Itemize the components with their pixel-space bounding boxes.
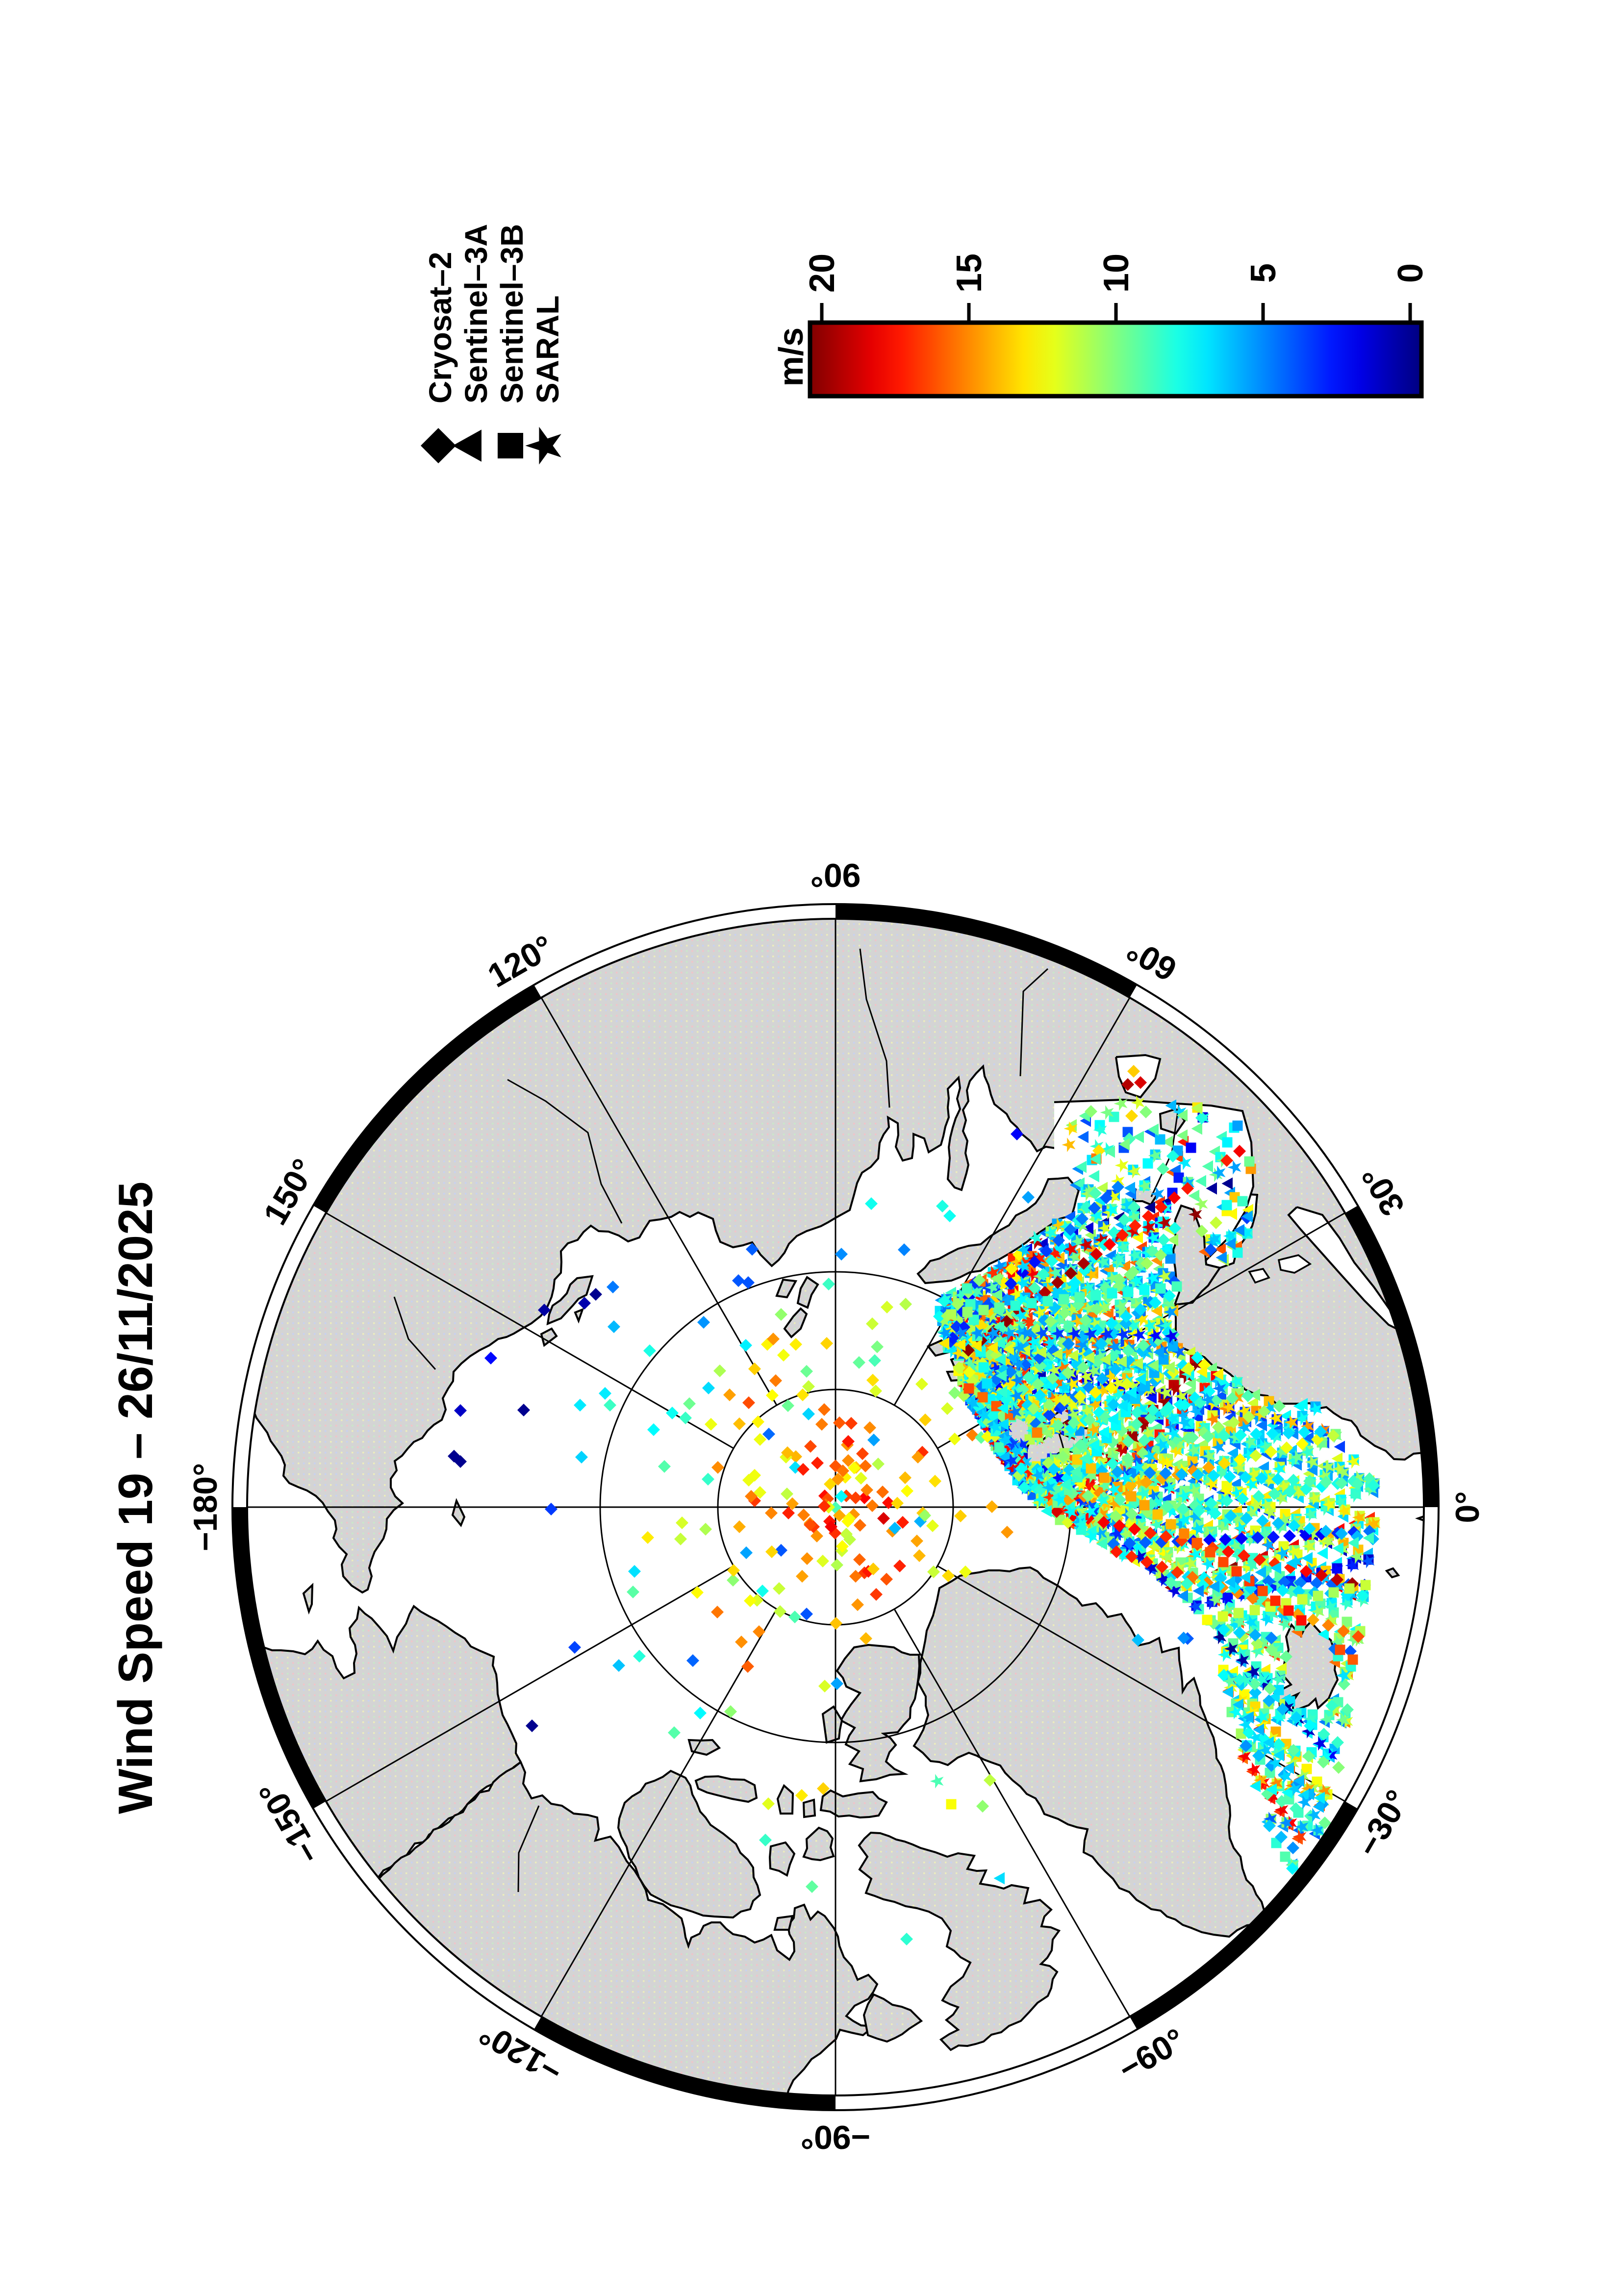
svg-text:5: 5	[1244, 263, 1283, 283]
svg-text:0°: 0°	[1449, 1491, 1486, 1523]
svg-text:−90°: −90°	[801, 2119, 871, 2156]
svg-text:0: 0	[1391, 263, 1430, 283]
svg-text:Sentinel–3A: Sentinel–3A	[458, 224, 494, 404]
svg-text:15: 15	[950, 253, 989, 293]
svg-text:SARAL: SARAL	[530, 296, 565, 404]
svg-text:20: 20	[803, 253, 842, 293]
svg-text:m/s: m/s	[772, 328, 810, 387]
svg-text:Sentinel–3B: Sentinel–3B	[494, 224, 530, 404]
svg-text:Cryosat–2: Cryosat–2	[423, 252, 458, 404]
svg-text:−180°: −180°	[187, 1463, 224, 1551]
svg-text:10: 10	[1097, 253, 1136, 293]
svg-text:Wind Speed 19 – 26/11/2025: Wind Speed 19 – 26/11/2025	[108, 1182, 162, 1814]
svg-text:90°: 90°	[810, 857, 861, 894]
